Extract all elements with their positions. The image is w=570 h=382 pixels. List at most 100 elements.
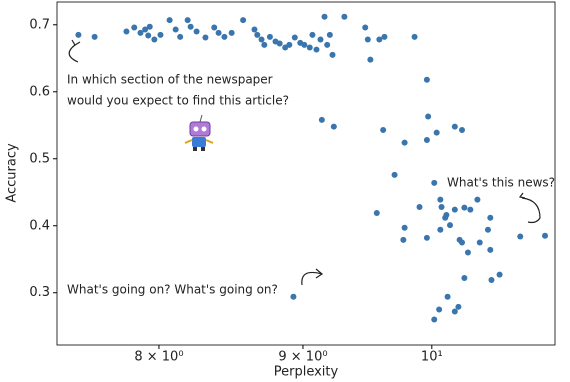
point [461, 275, 468, 282]
point [380, 126, 387, 133]
point [447, 222, 454, 229]
point [193, 28, 200, 35]
annotation: In which section of the newspaper [67, 73, 273, 87]
point [464, 249, 471, 256]
point [487, 246, 494, 253]
point [142, 26, 149, 33]
point [123, 28, 130, 35]
point [411, 33, 418, 40]
point [306, 44, 313, 51]
point [431, 316, 438, 323]
arrow-head [518, 192, 526, 199]
point [362, 24, 369, 31]
point [459, 126, 466, 133]
point [364, 36, 371, 43]
annotation: would you expect to find this article? [67, 94, 289, 108]
point [367, 56, 374, 63]
point [401, 139, 408, 146]
point [329, 51, 336, 58]
y-axis-label: Accuracy [5, 143, 20, 203]
y-tick-label: 0.6 [29, 84, 50, 99]
point [416, 203, 423, 210]
y-tick-label: 0.7 [29, 17, 50, 32]
y-tick-label: 0.3 [29, 285, 50, 300]
point [324, 41, 331, 48]
point [542, 232, 549, 239]
y-tick-label: 0.5 [29, 151, 50, 166]
point [341, 13, 348, 20]
x-tick-label: 8 × 10⁰ [134, 350, 183, 365]
point [400, 236, 407, 243]
point [423, 234, 430, 241]
point [131, 24, 138, 31]
point [313, 46, 320, 53]
point [330, 123, 337, 130]
point [309, 31, 316, 38]
point [240, 17, 247, 24]
point [517, 233, 524, 240]
x-tick-label: 10¹ [421, 350, 443, 365]
point [321, 13, 328, 20]
arrows [68, 39, 541, 286]
point [433, 129, 440, 136]
arrow-head [71, 39, 81, 46]
point [381, 33, 388, 40]
point [317, 36, 324, 43]
point [286, 41, 293, 48]
point [451, 206, 458, 213]
point [184, 17, 191, 24]
arrow [521, 197, 541, 224]
point [376, 36, 383, 43]
point [166, 17, 173, 24]
point [431, 179, 438, 186]
point [467, 206, 474, 213]
annotation: What's this news? [447, 176, 555, 190]
point [177, 33, 184, 40]
plot-frame [56, 1, 556, 346]
point [172, 26, 179, 33]
point [459, 239, 466, 246]
point [215, 29, 222, 36]
point [91, 33, 98, 40]
point [474, 196, 481, 203]
point [436, 306, 443, 313]
point [444, 293, 451, 300]
point [437, 226, 444, 233]
point [496, 271, 503, 278]
point [301, 41, 308, 48]
point [476, 239, 483, 246]
point [291, 34, 298, 41]
point [487, 214, 494, 221]
point [145, 32, 152, 39]
point [75, 31, 82, 38]
point [290, 293, 297, 300]
point [228, 29, 235, 36]
point [425, 113, 432, 120]
arrow-head [315, 268, 324, 279]
x-tick-label: 9 × 10⁰ [278, 350, 327, 365]
point [187, 23, 194, 30]
point [151, 36, 158, 43]
point [488, 277, 495, 284]
point [423, 137, 430, 144]
point [437, 196, 444, 203]
point [423, 76, 430, 83]
point [137, 29, 144, 36]
point [211, 24, 218, 31]
point [326, 31, 333, 38]
point [157, 31, 164, 38]
annotation: What's going on? What's going on? [67, 283, 278, 297]
point [261, 41, 268, 48]
point [451, 308, 458, 315]
arrow [301, 271, 323, 286]
point [221, 33, 228, 40]
y-tick-label: 0.4 [29, 218, 50, 233]
point [455, 303, 462, 310]
point [251, 26, 258, 33]
point [254, 31, 261, 38]
point [373, 210, 380, 217]
x-axis-label: Perplexity [274, 365, 339, 380]
robot-icon [184, 114, 214, 151]
point [276, 40, 283, 47]
point [258, 36, 265, 43]
